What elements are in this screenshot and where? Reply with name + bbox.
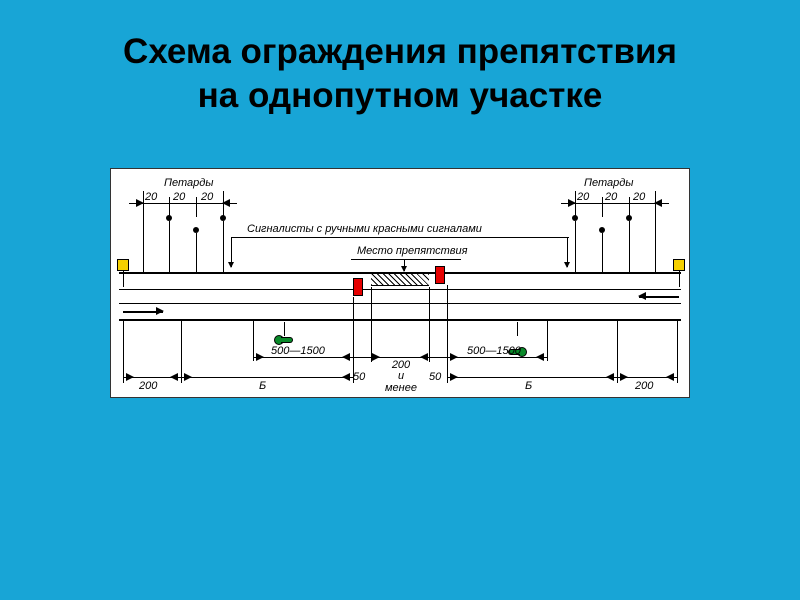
whistle-stem — [517, 322, 518, 336]
dim-20: 20 — [605, 191, 617, 203]
a — [447, 377, 457, 378]
a — [537, 357, 547, 358]
a — [667, 377, 677, 378]
diagram-container: Петарды Петарды 20 20 20 20 20 — [110, 168, 690, 398]
signalmen-arrow — [231, 237, 232, 267]
dim-20: 20 — [201, 191, 213, 203]
dim-20: 20 — [173, 191, 185, 203]
leader — [169, 221, 170, 273]
a — [617, 377, 627, 378]
dim-line-bot — [447, 377, 677, 378]
dim-tick — [575, 191, 576, 217]
dim-tick — [143, 191, 144, 273]
dim-arrow — [655, 203, 669, 204]
ext — [447, 285, 448, 383]
a — [253, 357, 263, 358]
a — [171, 377, 181, 378]
label-signalmen: Сигналисты с ручными красными сигналами — [247, 223, 482, 235]
ext — [123, 321, 124, 383]
leader — [629, 221, 630, 273]
leader — [575, 221, 576, 273]
red-signal-right — [435, 266, 445, 284]
dim-line — [353, 357, 371, 358]
leader — [223, 221, 224, 273]
whistle-stem — [284, 322, 285, 336]
label-petards-right: Петарды — [584, 177, 633, 189]
dim-line-bot — [123, 377, 353, 378]
dim-B-r: Б — [525, 380, 532, 392]
ext — [677, 321, 678, 383]
signal-post-stem — [123, 271, 124, 287]
red-signal-left — [353, 278, 363, 296]
dim-arrow — [223, 203, 237, 204]
direction-arrow-left-track — [123, 311, 163, 313]
ext — [429, 287, 430, 362]
dim-tick — [629, 197, 630, 217]
slide: Схема ограждения препятствия на однопутн… — [0, 0, 800, 600]
dim-center: 200 и менее — [382, 360, 420, 395]
dim-50-l: 50 — [353, 371, 365, 383]
signal-post-stem — [679, 271, 680, 287]
dim-20: 20 — [577, 191, 589, 203]
dim-line-petards-right — [575, 203, 655, 204]
dim-line-petards-left — [143, 203, 223, 204]
direction-arrow-right-track — [639, 296, 679, 298]
a — [343, 357, 353, 358]
obstacle-line — [351, 259, 461, 260]
signal-post-left — [117, 259, 129, 271]
label-petards-left: Петарды — [164, 177, 213, 189]
title-line2: на однопутном участке — [198, 76, 603, 115]
label-obstacle: Место препятствия — [357, 245, 468, 257]
dim-center-text: 200 и менее — [385, 359, 417, 394]
a — [447, 357, 457, 358]
leader — [602, 233, 603, 273]
ext — [617, 321, 618, 383]
title-line1: Схема ограждения препятствия — [123, 32, 677, 71]
dim-line — [253, 357, 353, 358]
rail-2 — [119, 289, 681, 290]
dim-tick — [655, 191, 656, 273]
dim-tick — [196, 197, 197, 217]
dim-tick — [223, 191, 224, 217]
signalmen-arrow — [567, 237, 568, 267]
dim-20: 20 — [145, 191, 157, 203]
signalmen-line — [231, 237, 569, 238]
dim-tick — [602, 197, 603, 217]
dim-200-r: 200 — [635, 380, 653, 392]
a — [181, 377, 191, 378]
rail-3 — [119, 303, 681, 304]
a — [607, 377, 617, 378]
dim-tick — [169, 197, 170, 217]
ext — [181, 321, 182, 383]
dim-50-r: 50 — [429, 371, 441, 383]
obstacle-arrow — [404, 259, 405, 271]
dim-500-1500-l: 500—1500 — [271, 345, 325, 357]
dim-arrow — [561, 203, 575, 204]
dim-20: 20 — [633, 191, 645, 203]
dim-arrow — [129, 203, 143, 204]
signal-post-right — [673, 259, 685, 271]
ext — [547, 321, 548, 361]
a — [343, 377, 353, 378]
dim-500-1500-r: 500—1500 — [467, 345, 521, 357]
dim-line — [429, 357, 447, 358]
a — [123, 377, 133, 378]
dim-200-l: 200 — [139, 380, 157, 392]
slide-title: Схема ограждения препятствия на однопутн… — [123, 30, 677, 118]
obstacle-zone — [371, 273, 429, 286]
a — [371, 357, 379, 358]
track-diagram: Петарды Петарды 20 20 20 20 20 — [119, 177, 681, 389]
ext — [253, 321, 254, 361]
dim-B-l: Б — [259, 380, 266, 392]
rail-4 — [119, 319, 681, 322]
a — [421, 357, 429, 358]
leader — [196, 233, 197, 273]
ext — [371, 287, 372, 362]
dim-line — [447, 357, 547, 358]
